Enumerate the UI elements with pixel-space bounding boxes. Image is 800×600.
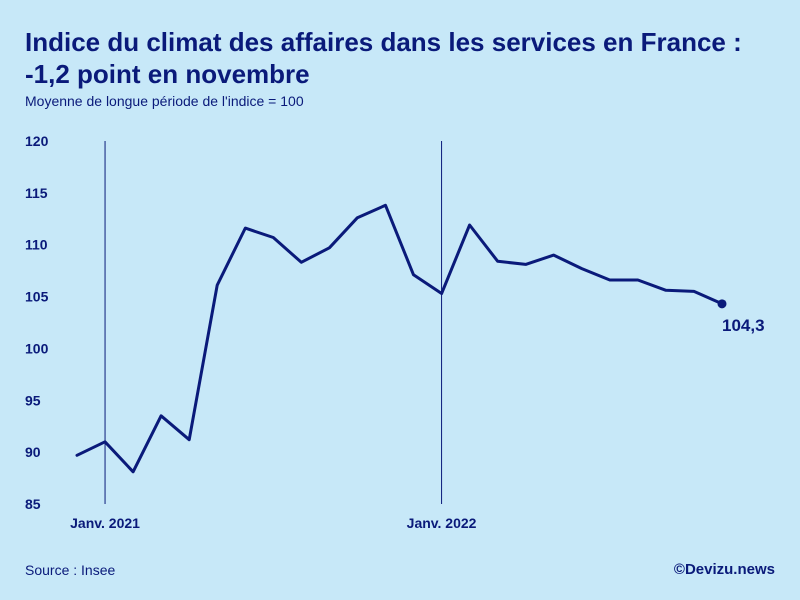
last-point-marker bbox=[717, 299, 727, 309]
x-tick-label: Janv. 2021 bbox=[70, 515, 140, 531]
y-tick-label: 105 bbox=[25, 289, 49, 305]
y-tick-label: 90 bbox=[25, 444, 41, 460]
y-tick-label: 110 bbox=[25, 237, 48, 253]
series-line bbox=[75, 203, 724, 474]
y-tick-label: 100 bbox=[25, 340, 49, 356]
y-tick-label: 95 bbox=[25, 392, 41, 408]
chart-title: Indice du climat des affaires dans les s… bbox=[25, 27, 742, 89]
y-tick-label: 85 bbox=[25, 496, 41, 512]
credit: ©Devizu.news bbox=[673, 561, 775, 578]
source-note: Source : Insee bbox=[25, 562, 116, 578]
series: 104,3 bbox=[75, 203, 765, 474]
chart-subtitle: Moyenne de longue période de l'indice = … bbox=[25, 93, 304, 109]
last-value-label: 104,3 bbox=[722, 316, 765, 335]
reference-lines bbox=[104, 141, 443, 504]
x-tick-label: Janv. 2022 bbox=[407, 515, 477, 531]
y-axis: 85 90 95 100 105 110 115 120 bbox=[25, 133, 49, 512]
x-axis: Janv. 2021 Janv. 2022 bbox=[70, 515, 477, 531]
y-tick-label: 115 bbox=[25, 185, 48, 201]
y-tick-label: 120 bbox=[25, 133, 49, 149]
